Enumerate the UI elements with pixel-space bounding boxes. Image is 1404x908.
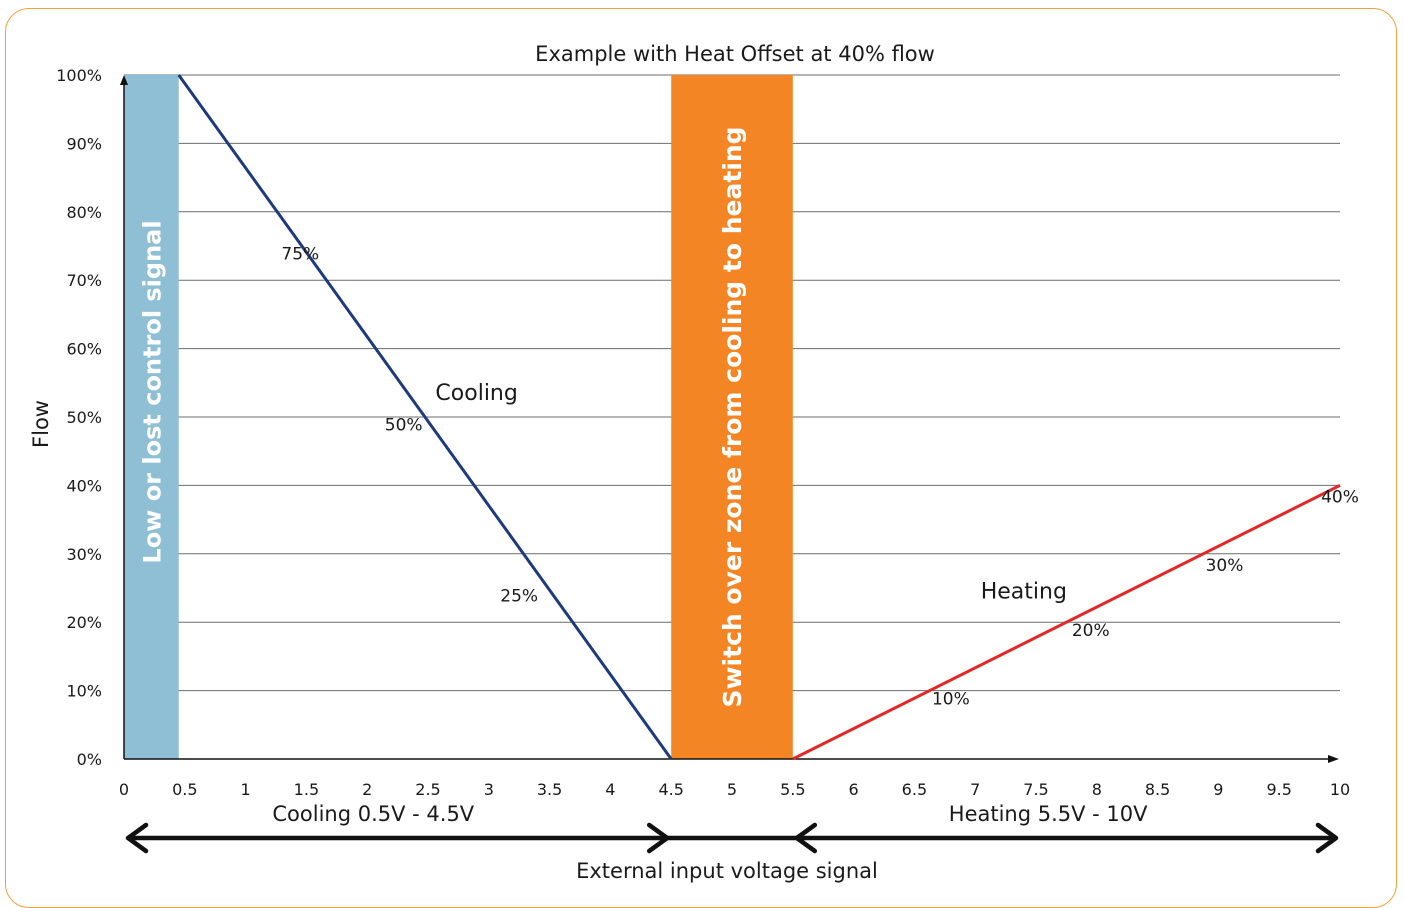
x-tick-label: 5.5 [780, 780, 805, 799]
x-tick-label: 5 [727, 780, 737, 799]
x-tick-label: 3.5 [537, 780, 562, 799]
series-label: Heating [981, 579, 1067, 604]
x-tick-label: 8.5 [1145, 780, 1170, 799]
x-tick-label: 9 [1213, 780, 1223, 799]
y-tick-label: 40% [66, 476, 102, 495]
y-axis-label: Flow [29, 400, 53, 448]
x-tick-label: 1.5 [294, 780, 319, 799]
range-arrow-head [125, 822, 149, 854]
y-tick-label: 90% [66, 134, 102, 153]
band-label: Low or lost control signal [138, 220, 166, 563]
series-line [177, 74, 673, 760]
band-rect [671, 75, 793, 759]
x-tick-label: 7 [970, 780, 980, 799]
x-tick-label: 1 [241, 780, 251, 799]
x-tick-label: 2 [362, 780, 372, 799]
y-tick-label: 80% [66, 203, 102, 222]
chart-title: Example with Heat Offset at 40% flow [535, 42, 935, 66]
x-tick-label: 9.5 [1266, 780, 1291, 799]
x-tick-label: 0 [119, 780, 129, 799]
y-tick-label: 70% [66, 271, 102, 290]
x-axis-label: External input voltage signal [576, 859, 878, 883]
x-tick-label: 6.5 [902, 780, 927, 799]
range-arrow-head [1315, 822, 1339, 854]
y-tick-label: 60% [66, 340, 102, 359]
point-label: 40% [1321, 488, 1359, 508]
point-label: 25% [500, 587, 538, 607]
y-axis-arrow [120, 75, 128, 85]
x-tick-label: 2.5 [415, 780, 440, 799]
y-tick-label: 10% [66, 682, 102, 701]
x-tick-label: 10 [1330, 780, 1350, 799]
point-label: 75% [281, 245, 319, 265]
range-label: Cooling 0.5V - 4.5V [272, 802, 474, 826]
series-label: Cooling [435, 381, 517, 406]
y-tick-label: 20% [66, 613, 102, 632]
y-tick-label: 100% [56, 66, 102, 85]
x-tick-label: 4.5 [658, 780, 683, 799]
point-label: 10% [932, 689, 970, 709]
y-tick-label: 30% [66, 545, 102, 564]
x-axis-arrow [1328, 755, 1339, 763]
point-label: 50% [385, 416, 423, 436]
point-label: 30% [1206, 556, 1244, 576]
y-tick-label: 0% [77, 750, 102, 769]
x-tick-label: 0.5 [172, 780, 197, 799]
range-label: Heating 5.5V - 10V [949, 802, 1148, 826]
x-tick-label: 4 [605, 780, 615, 799]
y-tick-label: 50% [66, 408, 102, 427]
point-label: 20% [1072, 621, 1110, 641]
series-line [792, 484, 1341, 761]
x-tick-label: 6 [849, 780, 859, 799]
x-tick-label: 8 [1092, 780, 1102, 799]
band-rect [124, 75, 179, 759]
x-tick-label: 3 [484, 780, 494, 799]
x-tick-label: 7.5 [1023, 780, 1048, 799]
band-label: Switch over zone from cooling to heating [718, 126, 747, 707]
